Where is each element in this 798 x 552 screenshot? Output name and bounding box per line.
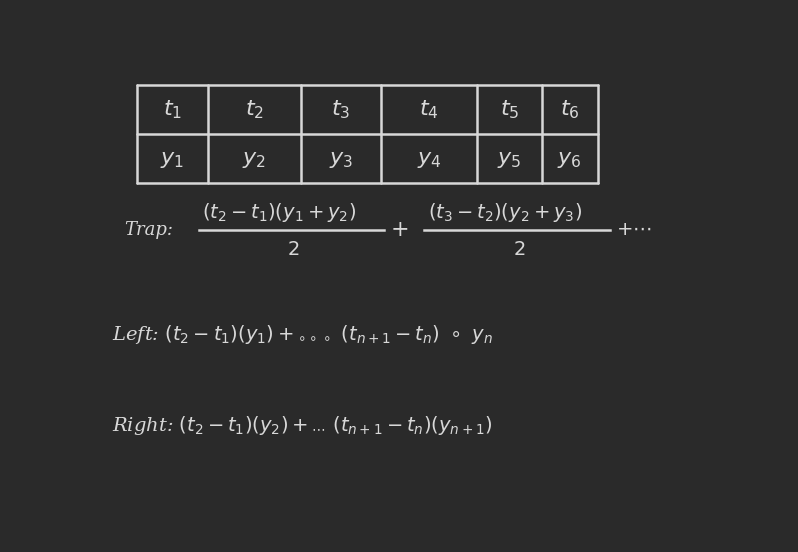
Text: $y_3$: $y_3$ <box>329 148 353 169</box>
Text: $t_5$: $t_5$ <box>500 98 519 121</box>
Text: $t_3$: $t_3$ <box>331 98 350 121</box>
Text: $2$: $2$ <box>512 241 525 259</box>
Text: $(t_3-t_2)(y_2+y_3)$: $(t_3-t_2)(y_2+y_3)$ <box>428 200 582 224</box>
Text: $y_4$: $y_4$ <box>417 148 441 169</box>
Text: $t_2$: $t_2$ <box>245 98 264 121</box>
Text: +: + <box>390 219 409 241</box>
Text: $y_5$: $y_5$ <box>497 148 522 169</box>
Text: $t_6$: $t_6$ <box>560 98 579 121</box>
Text: $(t_2-t_1)(y_1+y_2)$: $(t_2-t_1)(y_1+y_2)$ <box>202 200 356 224</box>
Text: $y_6$: $y_6$ <box>558 148 582 169</box>
Text: $y_1$: $y_1$ <box>160 148 184 169</box>
Text: $2$: $2$ <box>286 241 299 259</box>
Text: $y_2$: $y_2$ <box>243 148 267 169</box>
Text: $+\cdots$: $+\cdots$ <box>616 221 652 239</box>
Text: $t_1$: $t_1$ <box>163 98 182 121</box>
Text: Trap:: Trap: <box>124 221 173 239</box>
Text: $t_4$: $t_4$ <box>419 98 439 121</box>
Text: Left: $(t_2-t_1)(y_1)+_{\circ\circ\circ}\ (t_{n+1}-t_n)\ \circ\ y_n$: Left: $(t_2-t_1)(y_1)+_{\circ\circ\circ}… <box>112 322 493 346</box>
Text: Right: $(t_2-t_1)(y_2)+_{\cdots}\ (t_{n+1}-t_n)(y_{n+1})$: Right: $(t_2-t_1)(y_2)+_{\cdots}\ (t_{n+… <box>112 414 492 437</box>
